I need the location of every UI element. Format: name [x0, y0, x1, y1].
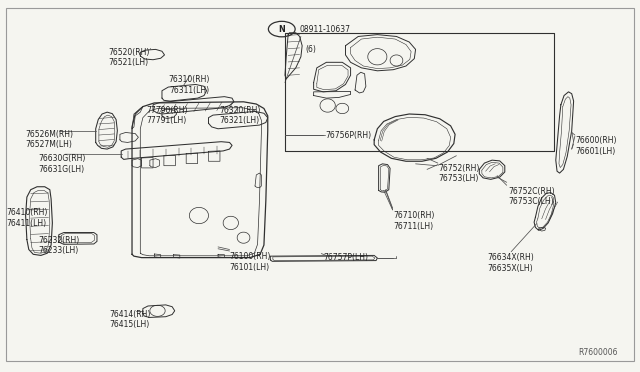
- Text: (6): (6): [305, 45, 316, 54]
- Text: 76752C(RH)
76753C(LH): 76752C(RH) 76753C(LH): [508, 187, 555, 206]
- Text: 76410(RH)
76411(LH): 76410(RH) 76411(LH): [6, 208, 48, 228]
- Text: 76310(RH)
76311(LH): 76310(RH) 76311(LH): [169, 75, 210, 94]
- Text: 76710(RH)
76711(LH): 76710(RH) 76711(LH): [394, 211, 435, 231]
- Text: 76414(RH)
76415(LH): 76414(RH) 76415(LH): [109, 310, 151, 329]
- Text: N: N: [278, 25, 285, 33]
- Text: 76520(RH)
76521(LH): 76520(RH) 76521(LH): [108, 48, 150, 67]
- Text: 76232(RH)
76233(LH): 76232(RH) 76233(LH): [38, 236, 79, 255]
- Text: 76630G(RH)
76631G(LH): 76630G(RH) 76631G(LH): [38, 154, 86, 174]
- Text: 76756P(RH): 76756P(RH): [325, 131, 371, 140]
- Text: 76752(RH)
76753(LH): 76752(RH) 76753(LH): [438, 164, 479, 183]
- Text: 76320(RH)
76321(LH): 76320(RH) 76321(LH): [220, 106, 260, 125]
- Text: 76526M(RH)
76527M(LH): 76526M(RH) 76527M(LH): [26, 130, 74, 149]
- Text: 76600(RH)
76601(LH): 76600(RH) 76601(LH): [575, 136, 616, 155]
- Text: 76757P(LH): 76757P(LH): [323, 253, 368, 262]
- Text: 77790(RH)
77791(LH): 77790(RH) 77791(LH): [147, 106, 188, 125]
- Text: 76100(RH)
76101(LH): 76100(RH) 76101(LH): [230, 253, 271, 272]
- Text: 08911-10637: 08911-10637: [300, 25, 351, 33]
- Text: R7600006: R7600006: [579, 347, 618, 357]
- Text: 76634X(RH)
76635X(LH): 76634X(RH) 76635X(LH): [487, 253, 534, 273]
